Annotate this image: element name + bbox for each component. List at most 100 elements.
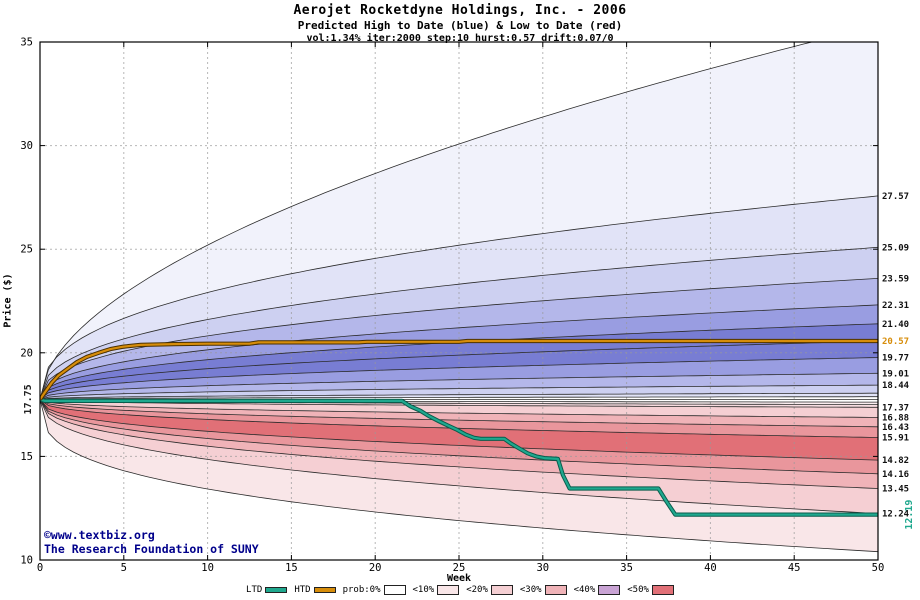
probability-band [40,247,878,400]
probability-band [40,399,878,427]
x-axis-title: Week [446,573,472,584]
percentile-line [40,304,878,400]
probability-band [40,42,878,400]
y-tick-label: 30 [20,140,33,152]
legend-item: <40% [574,585,621,595]
legend-label: HTD [294,585,311,595]
percentile-line [40,399,878,489]
price-level-label: 16.88 [882,413,909,423]
probability-band [40,399,878,489]
price-level-label: 15.91 [882,434,909,444]
legend-color-swatch [437,585,460,595]
price-level-label: 19.77 [882,354,909,364]
probability-band [40,278,878,400]
price-level-label: 14.82 [882,456,909,466]
price-level-label: 18.44 [882,381,910,391]
y-tick-labels: 10 15 20 25 30 35 [20,37,33,567]
legend-line-swatch [265,587,288,593]
legend-label: <50% [627,585,649,595]
probability-band [40,399,878,438]
ltd-final-label: 12.19 [904,500,915,530]
legend-item: <10% [413,585,460,595]
legend-label: <30% [519,585,542,595]
price-level-label: 16.43 [882,423,909,433]
price-level-label: 25.09 [882,243,909,253]
price-level-label: 13.45 [882,485,909,495]
probability-band [40,304,878,400]
watermark-site: ©www.textbiz.org [44,528,155,542]
tick-marks [39,41,879,561]
percentile-line [40,357,878,400]
percentile-line [40,195,878,400]
legend-item: HTD [294,585,336,595]
x-tick-label: 5 [121,562,127,574]
watermark-org: The Research Foundation of SUNY [44,542,259,556]
chart-title: Aerojet Rocketdyne Holdings, Inc. - 2006 [293,3,627,18]
x-tick-label: 25 [453,562,466,574]
probability-band [40,373,878,400]
percentile-line [40,396,878,400]
x-tick-labels: 0 5 10 15 20 25 30 35 40 45 50 [37,562,884,574]
gridlines [40,42,878,560]
legend-item: <50% [627,585,674,595]
percentile-line [40,278,878,400]
percentile-line [40,399,878,514]
legend-color-swatch [544,585,567,595]
percentile-line [40,399,878,553]
price-level-label: 21.40 [882,320,909,330]
y-tick-label: 20 [20,347,33,359]
probability-band [40,341,878,400]
price-level-label: 14.16 [882,470,909,480]
percentile-line [40,246,878,400]
start-price-label: 17.75 [23,384,34,414]
x-tick-label: 20 [369,562,382,574]
probability-band [40,399,878,514]
percentile-line [40,392,878,400]
price-level-label: 22.31 [882,301,909,311]
legend-label: <40% [573,585,596,595]
legend-color-swatch [598,585,621,595]
percentile-line [40,399,878,428]
x-tick-label: 0 [37,562,43,574]
price-level-label: 12.24 [882,510,910,520]
legend-item: prob:0% [343,585,406,595]
percentile-line [40,384,878,400]
percentile-lines [40,42,878,553]
legend-color-swatch [383,585,406,595]
legend-label: LTD [246,585,263,595]
legend-label: <10% [412,585,435,595]
chart-subtitle: Predicted High to Date (blue) & Low to D… [297,19,623,32]
percentile-line [40,399,878,408]
percentile-line [40,399,878,438]
price-level-label: 27.57 [882,192,909,202]
y-tick-label: 10 [20,555,33,567]
percentile-line [40,399,878,461]
watermark: ©www.textbiz.org The Research Foundation… [44,528,259,556]
x-tick-label: 40 [704,562,717,574]
percentile-line [40,399,878,418]
percentile-line [40,372,878,400]
probability-band [40,399,878,552]
x-tick-label: 50 [872,562,885,574]
legend-label: prob:0% [342,585,381,595]
y-tick-label: 35 [20,37,33,49]
probability-band [40,399,878,474]
percentile-line [40,399,878,475]
x-tick-label: 45 [788,562,801,574]
legend-line-swatch [313,587,336,593]
chart-parameters: vol:1.34% iter:2000 step:10 hurst:0.57 d… [306,33,614,44]
x-tick-label: 35 [620,562,633,574]
htd-line [40,339,878,401]
x-tick-label: 15 [285,562,298,574]
legend-color-swatch [490,585,513,595]
y-tick-label: 25 [20,244,33,256]
y-axis-title: Price ($) [2,273,14,328]
price-level-label: 23.59 [882,274,909,284]
legend-label: <20% [466,585,488,595]
price-level-label: 17.37 [882,403,909,413]
legend-item: <20% [466,585,513,595]
legend-color-swatch [651,585,674,595]
legend-item: LTD [246,585,288,595]
